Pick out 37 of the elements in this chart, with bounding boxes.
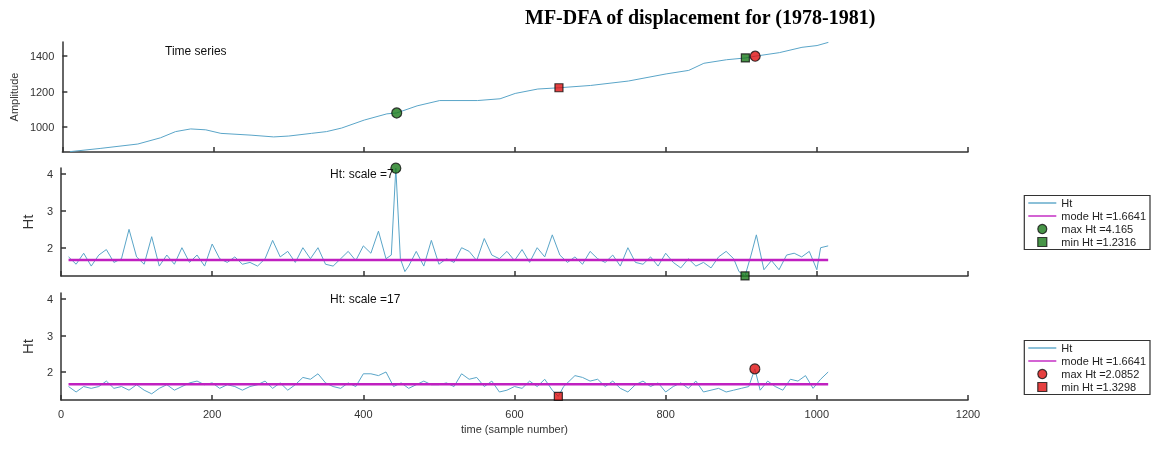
- annotation: Ht: scale =7: [330, 167, 395, 181]
- annotation: Ht: scale =17: [330, 292, 401, 306]
- y-tick-label: 1200: [29, 85, 55, 98]
- y-tick-label: 1000: [29, 121, 55, 134]
- annotation: Time series: [165, 44, 227, 58]
- y-tick-label: 3: [46, 204, 53, 217]
- legend-label: min Ht =1.2316: [1061, 236, 1137, 248]
- legend-label: mode Ht =1.6641: [1061, 355, 1147, 367]
- y-axis-title: Amplitude: [7, 72, 20, 122]
- legend-label: Ht: [1061, 342, 1073, 354]
- x-axis-title: time (sample number): [461, 423, 568, 436]
- x-tick-label: 1000: [804, 407, 830, 420]
- point: [740, 53, 750, 63]
- point: [391, 107, 403, 119]
- line-series: [69, 41, 829, 153]
- y-tick-label: 4: [46, 168, 53, 181]
- legend-label: max Ht =4.165: [1061, 223, 1134, 235]
- x-tick-label: 1200: [955, 407, 981, 420]
- y-tick-label: 2: [46, 365, 53, 378]
- y-tick-label: 4: [46, 293, 53, 306]
- point: [749, 50, 761, 62]
- y-tick-label: 2: [46, 241, 53, 254]
- y-axis-title: Ht: [19, 338, 36, 354]
- x-tick-label: 400: [354, 407, 373, 420]
- legend-label: max Ht =2.0852: [1061, 368, 1140, 380]
- x-tick-label: 600: [505, 407, 524, 420]
- x-tick-label: 800: [656, 407, 675, 420]
- y-tick-label: 3: [46, 329, 53, 342]
- legend-label: mode Ht =1.6641: [1061, 210, 1147, 222]
- y-tick-label: 1400: [29, 50, 55, 63]
- point: [554, 83, 564, 93]
- legend-label: min Ht =1.3298: [1061, 381, 1137, 393]
- chart-title: MF-DFA of displacement for (1978-1981): [525, 6, 876, 29]
- legend-label: Ht: [1061, 197, 1073, 209]
- y-axis-title: Ht: [19, 213, 36, 230]
- x-tick-label: 0: [57, 407, 65, 420]
- x-tick-label: 200: [202, 407, 222, 420]
